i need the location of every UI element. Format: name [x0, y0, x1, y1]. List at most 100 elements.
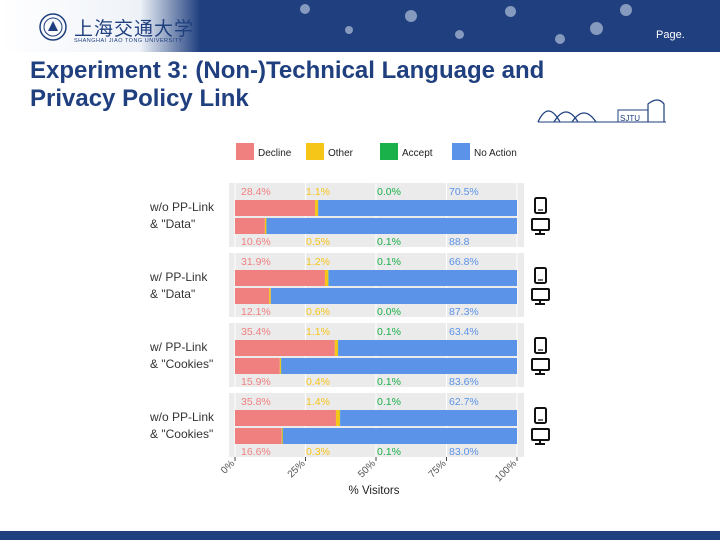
x-tick-label: 100% [493, 458, 519, 484]
banner-decoration [345, 26, 353, 34]
data-label-decline: 15.9% [241, 376, 271, 388]
data-label-no-action: 87.3% [449, 306, 479, 318]
banner-decoration [590, 22, 603, 35]
data-label-accept: 0.1% [377, 256, 401, 268]
desktop-device-icon [531, 428, 550, 441]
data-label-decline: 35.8% [241, 396, 271, 408]
x-tick-label: 75% [427, 458, 449, 480]
mobile-device-icon [534, 267, 547, 284]
x-axis-label: % Visitors [349, 485, 400, 497]
data-label-other: 1.1% [306, 186, 330, 198]
data-label-accept: 0.1% [377, 326, 401, 338]
slide-title: Experiment 3: (Non-)Technical Language a… [30, 57, 690, 113]
group-label-line2: & "Data" [150, 217, 195, 231]
desktop-device-icon [531, 288, 550, 301]
x-tick-label: 0% [219, 458, 237, 476]
data-label-no-action: 63.4% [449, 326, 479, 338]
bar-segment-other [279, 358, 281, 374]
data-label-accept: 0.0% [377, 306, 401, 318]
data-label-decline: 31.9% [241, 256, 271, 268]
data-label-other: 1.2% [306, 256, 330, 268]
slide-title-line-1: Experiment 3: (Non-)Technical Language a… [30, 57, 545, 84]
banner-decoration [555, 34, 565, 44]
bar-segment-no-action [266, 218, 517, 234]
bar-segment-no-action [328, 270, 517, 286]
legend-label-no-action: No Action [474, 148, 517, 159]
data-label-decline: 35.4% [241, 326, 271, 338]
bar-segment-decline [235, 270, 325, 286]
data-label-no-action: 83.6% [449, 376, 479, 388]
bar-segment-no-action [270, 288, 517, 304]
data-label-accept: 0.1% [377, 396, 401, 408]
data-label-decline: 12.1% [241, 306, 271, 318]
mobile-device-icon [534, 337, 547, 354]
data-label-accept: 0.1% [377, 376, 401, 388]
group-label-line2: & "Data" [150, 287, 195, 301]
legend-swatch-other [306, 143, 324, 160]
x-tick-label: 25% [286, 458, 308, 480]
bar-segment-other [281, 428, 283, 444]
bar-segment-no-action [282, 428, 517, 444]
x-tick-label: 50% [356, 458, 378, 480]
banner-decoration [405, 10, 417, 22]
mobile-device-icon [534, 407, 547, 424]
group-label-line1: w/o PP-Link [149, 200, 215, 214]
bar-segment-other [315, 200, 319, 216]
sketch-label: SJTU [620, 114, 640, 123]
data-label-no-action: 66.8% [449, 256, 479, 268]
legend-label-accept: Accept [402, 148, 433, 159]
campus-gate-sketch-icon: SJTU [537, 99, 666, 123]
logo-chinese-name: 上海交通大学 [74, 18, 195, 40]
data-label-accept: 0.1% [377, 446, 401, 458]
legend-label-decline: Decline [258, 148, 292, 159]
desktop-device-icon [531, 218, 550, 231]
data-label-decline: 28.4% [241, 186, 271, 198]
bar-segment-other [269, 288, 271, 304]
bar-segment-other [264, 218, 267, 234]
bar-segment-other [334, 340, 338, 356]
data-label-accept: 0.0% [377, 186, 401, 198]
group-label-line2: & "Cookies" [150, 427, 213, 441]
bar-segment-other [335, 410, 340, 426]
mobile-device-icon [534, 197, 547, 214]
legend-swatch-no-action [452, 143, 470, 160]
group-label-line1: w/o PP-Link [149, 410, 215, 424]
bar-segment-decline [235, 358, 280, 374]
footer-bar [0, 531, 720, 540]
legend-swatch-accept [380, 143, 398, 160]
data-label-no-action: 62.7% [449, 396, 479, 408]
data-label-other: 0.6% [306, 306, 330, 318]
data-label-other: 0.5% [306, 236, 330, 248]
data-label-no-action: 88.8 [449, 236, 470, 248]
university-seal-icon [39, 13, 67, 41]
bar-segment-decline [235, 428, 282, 444]
banner-decoration [300, 4, 310, 14]
banner-decoration [620, 4, 632, 16]
logo-area [0, 0, 200, 52]
logo-english-name: SHANGHAI JIAO TONG UNIVERSITY [74, 38, 183, 44]
banner-decoration [455, 30, 464, 39]
bar-segment-decline [235, 340, 335, 356]
bar-segment-no-action [338, 340, 517, 356]
group-label-line1: w/ PP-Link [149, 270, 208, 284]
data-label-no-action: 83.0% [449, 446, 479, 458]
bar-segment-decline [235, 218, 265, 234]
bar-segment-decline [235, 288, 270, 304]
bar-segment-no-action [281, 358, 517, 374]
page-number-label: Page. [656, 29, 685, 41]
header-banner: 上海交通大学 SHANGHAI JIAO TONG UNIVERSITY Pag… [0, 0, 720, 52]
bar-segment-other [324, 270, 329, 286]
data-label-other: 1.1% [306, 326, 330, 338]
bar-segment-decline [235, 410, 336, 426]
group-label-line1: w/ PP-Link [149, 340, 208, 354]
group-label-line2: & "Cookies" [150, 357, 213, 371]
data-label-other: 0.3% [306, 446, 330, 458]
banner-decoration [505, 6, 516, 17]
bar-segment-no-action [340, 410, 517, 426]
data-label-other: 0.4% [306, 376, 330, 388]
desktop-device-icon [531, 358, 550, 371]
data-label-decline: 16.6% [241, 446, 271, 458]
slide-title-line-2: Privacy Policy Link [30, 85, 249, 112]
bar-segment-decline [235, 200, 316, 216]
